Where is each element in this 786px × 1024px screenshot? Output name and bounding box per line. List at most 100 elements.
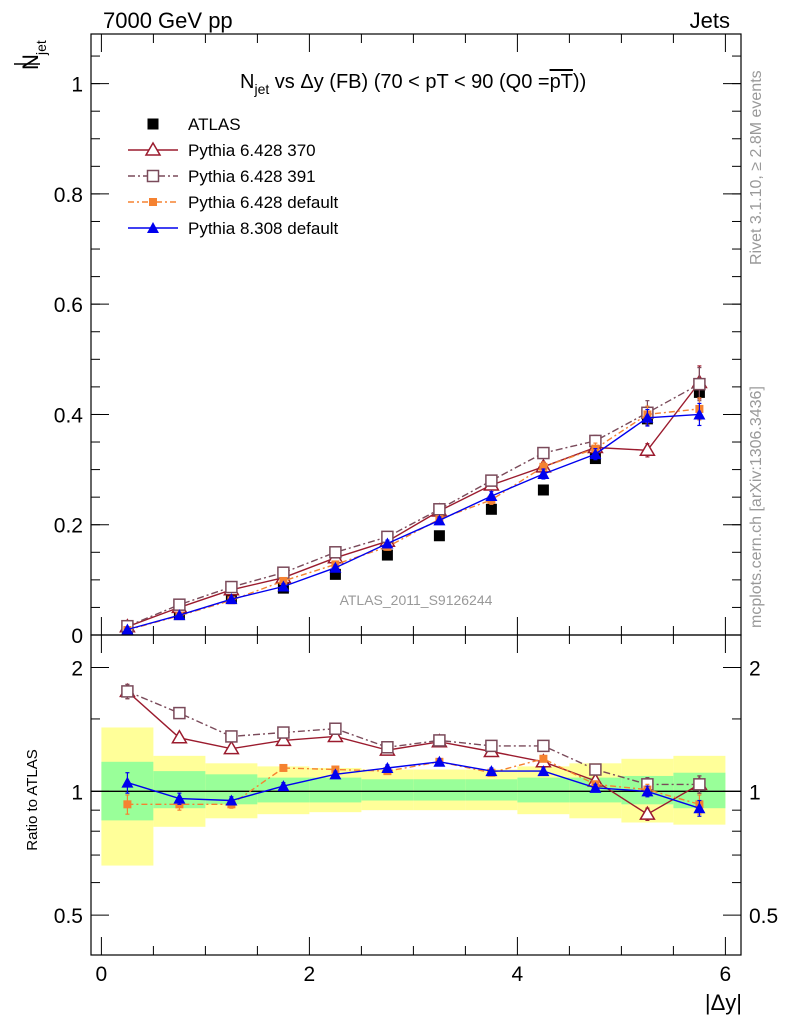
ratio-point-p8def [225, 794, 238, 806]
ratio-point-p8def [589, 781, 602, 793]
ratio-line-p6def [127, 758, 700, 805]
upper-point-p8def [641, 411, 654, 423]
legend-marker-atlas [147, 118, 159, 130]
upper-point-p391 [329, 546, 342, 559]
upper-point-p391 [173, 598, 186, 611]
upper-point-p370 [639, 441, 656, 457]
legend-label-p370: Pythia 6.428 370 [188, 141, 316, 160]
upper-point-p8def [537, 467, 550, 479]
upper-point-p8def [277, 580, 290, 592]
ratio-point-p8def [537, 765, 550, 777]
ratio-band-inner [465, 779, 518, 801]
title-rest: vs Δy (FB) (70 < pT < 90 (Q0 = [269, 71, 549, 93]
ratio-band-inner [517, 777, 570, 803]
ratio-point-p8def [121, 776, 134, 788]
upper-point-atlas [537, 484, 549, 496]
title-sub: jet [253, 81, 269, 97]
header-process-label: Jets [690, 8, 730, 33]
upper-line-p6def [127, 408, 700, 631]
upper-point-p8def [589, 448, 602, 460]
upper-point-atlas [485, 503, 497, 515]
upper-point-p8def [485, 490, 498, 502]
lower-ytick-label: 0.5 [54, 905, 83, 928]
ratio-point-p391 [433, 734, 446, 747]
ratio-point-p8def [641, 785, 654, 797]
ratio-point-p370 [275, 731, 292, 747]
lower-xtick-label: 6 [720, 963, 732, 986]
legend-entry-p8def: Pythia 8.308 default [128, 219, 339, 238]
upper-ylabel-main: N [18, 54, 43, 70]
upper-ytick-label: 0.4 [54, 404, 84, 427]
upper-point-p391 [693, 377, 706, 391]
lower-ytick-label-right: 2 [749, 658, 761, 681]
lower-xtick-label: 4 [512, 963, 524, 986]
ratio-point-p391 [277, 726, 290, 739]
upper-point-p391 [485, 474, 498, 487]
title-overline: pT [550, 71, 573, 93]
ratio-point-p370 [639, 805, 656, 820]
upper-point-atlas [433, 530, 445, 542]
ratio-point-p8def [693, 802, 706, 814]
legend-entry-atlas: ATLAS [147, 115, 241, 134]
ratio-point-p391 [485, 739, 498, 753]
ratio-ylabel: Ratio to ATLAS [24, 749, 41, 850]
ratio-band-inner [361, 779, 414, 801]
legend-label-atlas: ATLAS [188, 115, 241, 134]
title-main: N [240, 71, 254, 93]
legend-entry-p6def: Pythia 6.428 default [128, 193, 339, 212]
ratio-point-p8def [329, 768, 342, 780]
upper-point-p391 [277, 566, 290, 579]
x-axis-label: |Δy| [705, 990, 742, 1015]
upper-ytick-label: 0.8 [54, 184, 83, 207]
upper-point-p391 [537, 446, 550, 460]
lower-xtick-label: 2 [304, 963, 316, 986]
ratio-line-p391 [127, 690, 700, 786]
lower-ytick-label-right: 1 [749, 781, 761, 804]
upper-point-p8def [433, 514, 446, 526]
lower-ytick-label: 2 [71, 658, 83, 681]
lower-panel: 0.5 0.5 1 1 2 2 0 2 4 6 [54, 634, 778, 986]
upper-point-p391 [433, 503, 446, 516]
ratio-point-p370 [223, 740, 240, 755]
ratio-point-p391 [173, 706, 186, 720]
upper-line-p391 [127, 383, 700, 627]
upper-ytick-label: 1 [71, 74, 83, 97]
upper-point-p8def [381, 537, 394, 549]
title-close: )) [573, 71, 586, 93]
legend: ATLAS Pythia 6.428 370 Pythia 6.428 391 Pyt… [128, 115, 339, 238]
ratio-band-inner [413, 779, 466, 801]
upper-point-p6def [539, 462, 548, 471]
upper-point-p8def [121, 623, 134, 635]
ratio-point-p370 [171, 729, 188, 744]
legend-label-p391: Pythia 6.428 391 [188, 167, 316, 186]
upper-line-p370 [127, 382, 700, 628]
legend-marker-p6def [149, 198, 157, 206]
legend-label-p6def: Pythia 6.428 default [188, 193, 339, 212]
ratio-point-p6def [123, 800, 132, 809]
lower-xtick-label: 0 [96, 963, 108, 986]
upper-point-p391 [225, 580, 238, 594]
upper-ytick-label: 0.6 [54, 294, 83, 317]
upper-point-p8def [225, 593, 238, 605]
upper-point-atlas [381, 549, 393, 561]
header-energy-label: 7000 GeV pp [103, 8, 233, 33]
legend-entry-p391: Pythia 6.428 391 [128, 167, 316, 186]
upper-point-atlas [329, 568, 341, 580]
lower-frame [90, 634, 742, 956]
analysis-watermark: ATLAS_2011_S9126244 [340, 592, 493, 608]
ratio-point-p6def [279, 763, 288, 772]
ratio-point-p391 [121, 685, 134, 698]
legend-marker-p8def [147, 222, 159, 233]
ratio-point-p8def [433, 755, 446, 767]
legend-entry-p370: Pythia 6.428 370 [128, 141, 316, 160]
upper-ytick-label: 0 [71, 625, 83, 648]
plot-title: Njet vs Δy (FB) (70 < pT < 90 (Q0 =pT)) [240, 71, 586, 97]
upper-point-p8def [329, 561, 342, 573]
legend-marker-p391 [146, 169, 160, 183]
upper-point-p8def [693, 408, 706, 420]
ratio-point-p391 [693, 778, 706, 791]
ratio-band-inner [309, 777, 362, 803]
mcplots-credit-label: mcplots.cern.ch [arXiv:1306.3436] [748, 386, 765, 628]
upper-ytick-label: 0.2 [54, 515, 83, 538]
